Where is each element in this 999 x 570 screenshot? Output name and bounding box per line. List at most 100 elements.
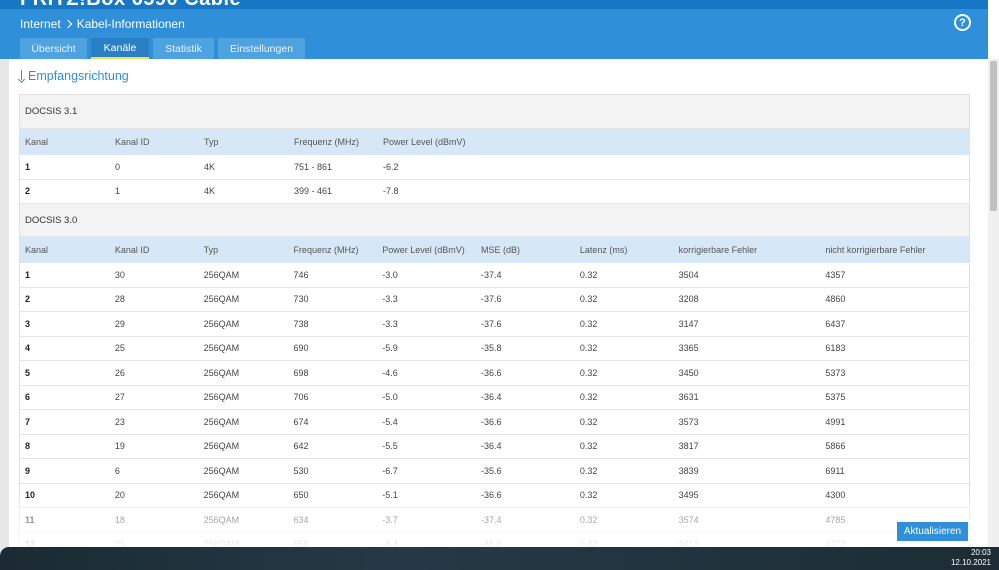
column-header: MSE (dB) bbox=[481, 245, 521, 255]
table-cell: 690 bbox=[293, 343, 309, 354]
table-cell: 7 bbox=[25, 416, 31, 427]
table-cell: 0.32 bbox=[579, 514, 598, 525]
table-cell: 3504 bbox=[678, 269, 699, 280]
breadcrumb-kabel-informationen: Kabel-Informationen bbox=[76, 17, 185, 31]
tab-kanaele[interactable]: Kanäle bbox=[91, 38, 149, 59]
table-cell: 634 bbox=[293, 514, 309, 525]
table-cell: 6437 bbox=[825, 318, 846, 329]
taskbar-clock[interactable]: 20:03 12.10.2021 bbox=[951, 548, 991, 568]
column-header: Kanal ID bbox=[115, 137, 150, 147]
table-cell: -4.6 bbox=[382, 367, 398, 378]
table-cell: 256QAM bbox=[203, 367, 240, 378]
table-cell: 27 bbox=[114, 392, 125, 403]
column-header: Typ bbox=[204, 137, 219, 147]
scrollbar[interactable] bbox=[988, 59, 999, 547]
table-cell: -5.4 bbox=[382, 416, 398, 427]
breadcrumb-internet[interactable]: Internet bbox=[20, 17, 61, 31]
table-cell: 256QAM bbox=[203, 490, 240, 501]
table-cell: -37.6 bbox=[481, 294, 502, 305]
table-cell: 19 bbox=[114, 441, 125, 452]
table-cell: 0.32 bbox=[579, 490, 598, 501]
table-cell: 3365 bbox=[678, 343, 699, 354]
table-cell: 1 bbox=[25, 269, 31, 280]
table-cell: 1 bbox=[25, 161, 31, 172]
column-header: Frequenz (MHz) bbox=[293, 245, 359, 255]
table-cell: 6183 bbox=[825, 343, 846, 354]
table-cell: 30 bbox=[114, 269, 125, 280]
docsis30-label: DOCSIS 3.0 bbox=[20, 204, 969, 237]
table-cell: 751 - 861 bbox=[294, 161, 333, 172]
clock-time: 20:03 bbox=[970, 548, 991, 557]
table-cell: -3.7 bbox=[382, 514, 398, 525]
table-cell: 3413 bbox=[678, 539, 699, 547]
table-cell: 256QAM bbox=[203, 416, 240, 427]
table-row: 6 27 256QAM 706 -5.0 -36.4 0.32 3631 5375 bbox=[20, 386, 969, 410]
table-cell: 256QAM bbox=[203, 465, 240, 476]
tab-einstellungen[interactable]: Einstellungen bbox=[218, 38, 305, 59]
table-cell: 18 bbox=[114, 514, 125, 525]
table-cell: 4860 bbox=[825, 294, 846, 305]
help-button[interactable]: ? bbox=[954, 14, 971, 31]
table-cell: -3.3 bbox=[382, 294, 398, 305]
table-row: 2 1 4K 399 - 461 -7.8 bbox=[20, 180, 969, 204]
column-header: nicht korrigierbare Fehler bbox=[825, 245, 926, 255]
table-cell: 2 bbox=[25, 294, 31, 305]
table-cell: 5375 bbox=[825, 392, 846, 403]
chevron-right-icon bbox=[63, 19, 72, 29]
table-cell: 256QAM bbox=[203, 514, 240, 525]
table-cell: 6 bbox=[114, 465, 120, 476]
table-cell: -36.6 bbox=[481, 416, 502, 427]
table-cell: -36.6 bbox=[481, 539, 502, 547]
table-cell: 4K bbox=[204, 161, 216, 172]
table-cell: -6.2 bbox=[383, 161, 399, 172]
table-cell: 4 bbox=[25, 343, 31, 354]
table-cell: -5.1 bbox=[382, 490, 398, 501]
column-header: Latenz (ms) bbox=[579, 245, 628, 255]
table-cell: 650 bbox=[293, 490, 309, 501]
table-cell: 3574 bbox=[678, 514, 699, 525]
help-icon: ? bbox=[959, 16, 966, 29]
table-cell: -6.7 bbox=[382, 465, 398, 476]
table-cell: 674 bbox=[293, 416, 309, 427]
table-cell: 3817 bbox=[678, 441, 699, 452]
table-cell: 530 bbox=[293, 465, 309, 476]
table-cell: 0.32 bbox=[579, 318, 598, 329]
table-cell: -37.6 bbox=[481, 318, 502, 329]
channel-panel: DOCSIS 3.1 Kanal Kanal ID Typ Frequenz (… bbox=[19, 94, 970, 547]
table-cell: 698 bbox=[293, 367, 309, 378]
table-cell: 3839 bbox=[678, 465, 699, 476]
table-cell: 8 bbox=[25, 441, 31, 452]
table-cell: -36.6 bbox=[481, 490, 502, 501]
table-cell: 738 bbox=[293, 318, 309, 329]
table-cell: 4300 bbox=[825, 490, 846, 501]
table-cell: 0.32 bbox=[579, 441, 598, 452]
table-cell: 20 bbox=[114, 490, 125, 501]
table-cell: 6911 bbox=[825, 465, 845, 476]
header-edge bbox=[988, 0, 999, 59]
table-cell: -36.6 bbox=[481, 367, 502, 378]
docsis31-header-row: Kanal Kanal ID Typ Frequenz (MHz) Power … bbox=[20, 129, 969, 155]
clock-date: 12.10.2021 bbox=[950, 558, 991, 567]
main-content: Empfangsrichtung DOCSIS 3.1 Kanal Kanal … bbox=[9, 59, 988, 547]
table-cell: 1 bbox=[115, 186, 121, 197]
table-cell: 399 - 461 bbox=[294, 186, 333, 197]
scrollbar-thumb[interactable] bbox=[990, 61, 997, 211]
table-cell: 3147 bbox=[678, 318, 699, 329]
brand-title: FRITZ!Box 6590 Cable bbox=[20, 0, 241, 9]
tab-uebersicht[interactable]: Übersicht bbox=[20, 38, 87, 59]
table-cell: -36.4 bbox=[481, 392, 502, 403]
table-cell: 0.32 bbox=[579, 367, 598, 378]
brand-strip: FRITZ!Box 6590 Cable bbox=[0, 0, 988, 9]
table-cell: 0.32 bbox=[579, 294, 598, 305]
table-row: 4 25 256QAM 690 -5.9 -35.8 0.32 3365 6183 bbox=[20, 337, 969, 361]
column-header: Kanal bbox=[25, 245, 49, 255]
refresh-button[interactable]: Aktualisieren bbox=[897, 522, 968, 541]
docsis30-rows: 1 30 256QAM 746 -3.0 -37.4 0.32 3504 4357 2 28 256Q… bbox=[20, 263, 969, 547]
table-row: 10 20 256QAM 650 -5.1 -36.6 0.32 3495 4300 bbox=[20, 484, 969, 508]
table-row: 9 6 256QAM 530 -6.7 -35.6 0.32 3839 6911 bbox=[20, 459, 969, 484]
tab-statistik[interactable]: Statistik bbox=[153, 38, 214, 59]
column-header: Power Level (dBmV) bbox=[383, 137, 466, 147]
table-row: 3 29 256QAM 738 -3.3 -37.6 0.32 3147 6437 bbox=[20, 312, 969, 337]
column-header: Frequenz (MHz) bbox=[294, 137, 360, 147]
table-cell: 5866 bbox=[825, 441, 846, 452]
